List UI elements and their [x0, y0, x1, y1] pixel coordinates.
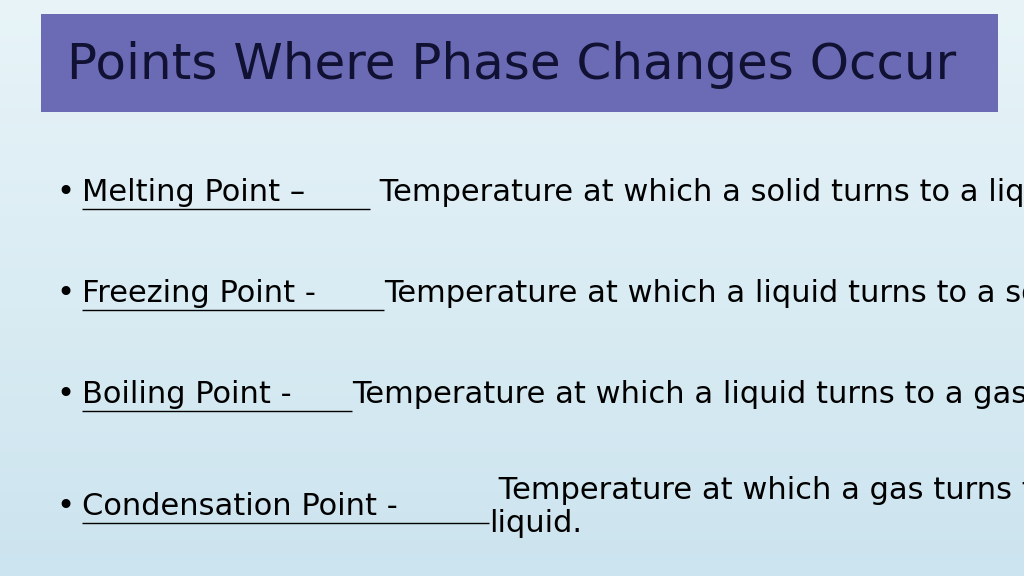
- Text: •: •: [56, 279, 75, 308]
- Text: Condensation Point -: Condensation Point -: [82, 492, 397, 521]
- Text: •: •: [56, 179, 75, 207]
- Text: Boiling Point -: Boiling Point -: [82, 380, 292, 409]
- Text: Temperature at which a liquid turns to a gas.: Temperature at which a liquid turns to a…: [352, 380, 1024, 409]
- Text: •: •: [56, 492, 75, 521]
- Text: Temperature at which a liquid turns to a solid.: Temperature at which a liquid turns to a…: [384, 279, 1024, 308]
- Text: Temperature at which a solid turns to a liquid.: Temperature at which a solid turns to a …: [370, 179, 1024, 207]
- Text: Temperature at which a gas turns to a
liquid.: Temperature at which a gas turns to a li…: [489, 476, 1024, 538]
- Text: Freezing Point -: Freezing Point -: [82, 279, 315, 308]
- Text: Melting Point –: Melting Point –: [82, 179, 305, 207]
- FancyBboxPatch shape: [41, 14, 998, 112]
- Text: •: •: [56, 380, 75, 409]
- Text: Points Where Phase Changes Occur: Points Where Phase Changes Occur: [68, 40, 956, 89]
